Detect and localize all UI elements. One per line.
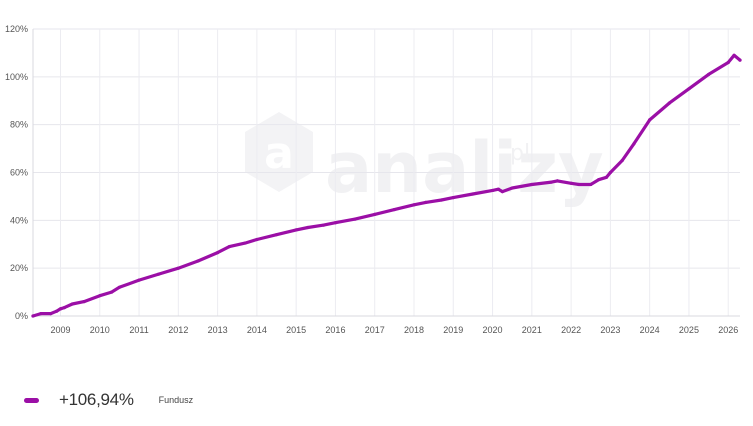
watermark-logo-letter: a	[264, 128, 294, 179]
data-point	[274, 233, 279, 237]
data-point	[726, 60, 730, 65]
data-point	[216, 251, 220, 255]
y-axis: 0% 20% 40% 60% 80% 100% 120%	[5, 24, 28, 321]
data-point	[117, 285, 122, 289]
x-tick-label: 2013	[208, 325, 228, 335]
data-point	[732, 53, 736, 57]
data-point	[490, 188, 495, 193]
series-layer	[31, 53, 742, 318]
y-tick-label: 20%	[10, 263, 28, 273]
x-tick-label: 2022	[561, 325, 581, 335]
data-point	[176, 266, 180, 270]
data-point	[109, 290, 114, 294]
data-point	[137, 278, 141, 282]
data-point	[54, 309, 59, 313]
x-tick-label: 2019	[443, 325, 463, 335]
x-tick-label: 2018	[404, 325, 424, 335]
data-point	[632, 142, 636, 146]
legend-series-name: Fundusz	[158, 395, 194, 405]
data-point	[353, 217, 357, 221]
data-point	[577, 182, 581, 187]
data-point	[471, 192, 475, 196]
data-point	[439, 198, 444, 202]
data-point	[555, 179, 559, 183]
data-point	[243, 241, 247, 245]
data-point	[667, 101, 671, 105]
y-tick-label: 80%	[10, 120, 28, 130]
y-tick-label: 60%	[10, 168, 28, 178]
data-point	[255, 237, 259, 242]
x-axis: 2009 2010 2011 2012 2013 2014 2015 2016 2017 2018…	[50, 325, 738, 335]
data-point	[58, 307, 63, 311]
data-point	[687, 87, 691, 91]
data-point	[589, 182, 593, 187]
data-point	[294, 228, 298, 232]
x-tick-label: 2010	[90, 325, 110, 335]
analizy-watermark: a analizy .pl	[245, 112, 604, 209]
data-point	[604, 175, 609, 179]
data-point	[98, 294, 102, 298]
x-tick-label: 2025	[679, 325, 699, 335]
data-point	[620, 158, 624, 163]
data-point	[496, 187, 501, 191]
chart-grid	[32, 28, 740, 317]
data-point	[322, 223, 326, 227]
x-tick-label: 2021	[522, 325, 542, 335]
series-line-fundusz	[31, 53, 742, 318]
line-chart: a analizy .pl 0% 20% 40% 60% 80% 100% 120% 200…	[5, 24, 742, 335]
x-tick-label: 2026	[718, 325, 738, 335]
data-point	[706, 72, 711, 77]
x-tick-label: 2014	[247, 325, 267, 335]
data-point	[373, 212, 377, 216]
data-point	[392, 207, 396, 212]
data-point	[451, 196, 455, 200]
data-point	[648, 118, 652, 122]
x-tick-label: 2012	[168, 325, 188, 335]
y-tick-label: 0%	[15, 311, 28, 321]
legend-return-value: +106,94%	[59, 390, 134, 409]
x-tick-label: 2023	[600, 325, 620, 335]
x-tick-label: 2020	[483, 325, 503, 335]
data-point	[530, 182, 534, 187]
data-point	[82, 300, 86, 304]
data-point	[608, 170, 612, 175]
data-point	[549, 180, 554, 184]
data-point	[510, 186, 514, 190]
data-point	[227, 245, 231, 249]
y-tick-label: 40%	[10, 215, 28, 225]
data-point	[70, 302, 74, 306]
data-point	[500, 190, 504, 194]
data-point	[62, 306, 67, 310]
data-point	[49, 312, 53, 316]
x-tick-label: 2016	[325, 325, 345, 335]
data-point	[196, 259, 200, 263]
data-point	[738, 58, 742, 62]
x-tick-label: 2011	[129, 325, 148, 335]
x-tick-label: 2017	[365, 325, 385, 335]
data-point	[31, 314, 35, 318]
y-tick-label: 120%	[5, 24, 28, 34]
watermark-suffix: .pl	[503, 141, 530, 166]
legend-swatch	[24, 397, 39, 403]
data-point	[597, 178, 601, 182]
y-tick-label: 100%	[5, 72, 28, 82]
data-point	[39, 312, 43, 316]
data-point	[424, 200, 428, 204]
x-tick-label: 2009	[50, 325, 70, 335]
x-tick-label: 2015	[286, 325, 306, 335]
data-point	[569, 181, 573, 185]
x-tick-label: 2024	[640, 325, 660, 335]
data-point	[306, 225, 310, 230]
legend: +106,94% Fundusz	[24, 390, 193, 410]
data-point	[157, 272, 161, 276]
data-point	[412, 203, 416, 207]
data-point	[333, 221, 338, 225]
